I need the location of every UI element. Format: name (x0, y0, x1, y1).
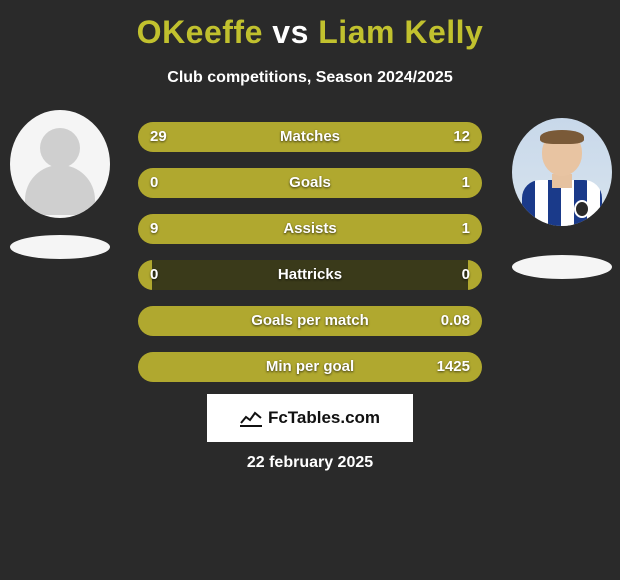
stat-label: Assists (138, 214, 482, 244)
footer-date: 22 february 2025 (0, 454, 620, 472)
brand-logo-icon (240, 409, 262, 427)
stat-row: 01Goals (138, 168, 482, 198)
subtitle: Club competitions, Season 2024/2025 (0, 69, 620, 87)
stats-bars: 2912Matches 01Goals 91Assists 00Hattricks 0.… (138, 122, 482, 398)
stat-row: 0.08Goals per match (138, 306, 482, 336)
player1-name-pill (10, 235, 110, 259)
player2-avatar (512, 118, 612, 226)
stat-label: Min per goal (138, 352, 482, 382)
vs-separator: vs (272, 14, 309, 50)
stat-row: 2912Matches (138, 122, 482, 152)
player1-name: OKeeffe (137, 14, 263, 50)
player2-name-pill (512, 255, 612, 279)
stat-label: Goals (138, 168, 482, 198)
stat-row: 1425Min per goal (138, 352, 482, 382)
brand-text: FcTables.com (268, 408, 380, 428)
stat-label: Matches (138, 122, 482, 152)
stat-row: 91Assists (138, 214, 482, 244)
player1-avatar (10, 110, 110, 218)
stat-label: Goals per match (138, 306, 482, 336)
stat-label: Hattricks (138, 260, 482, 290)
player2-name: Liam Kelly (318, 14, 483, 50)
comparison-title: OKeeffe vs Liam Kelly (0, 0, 620, 51)
stat-row: 00Hattricks (138, 260, 482, 290)
brand-badge: FcTables.com (207, 394, 413, 442)
